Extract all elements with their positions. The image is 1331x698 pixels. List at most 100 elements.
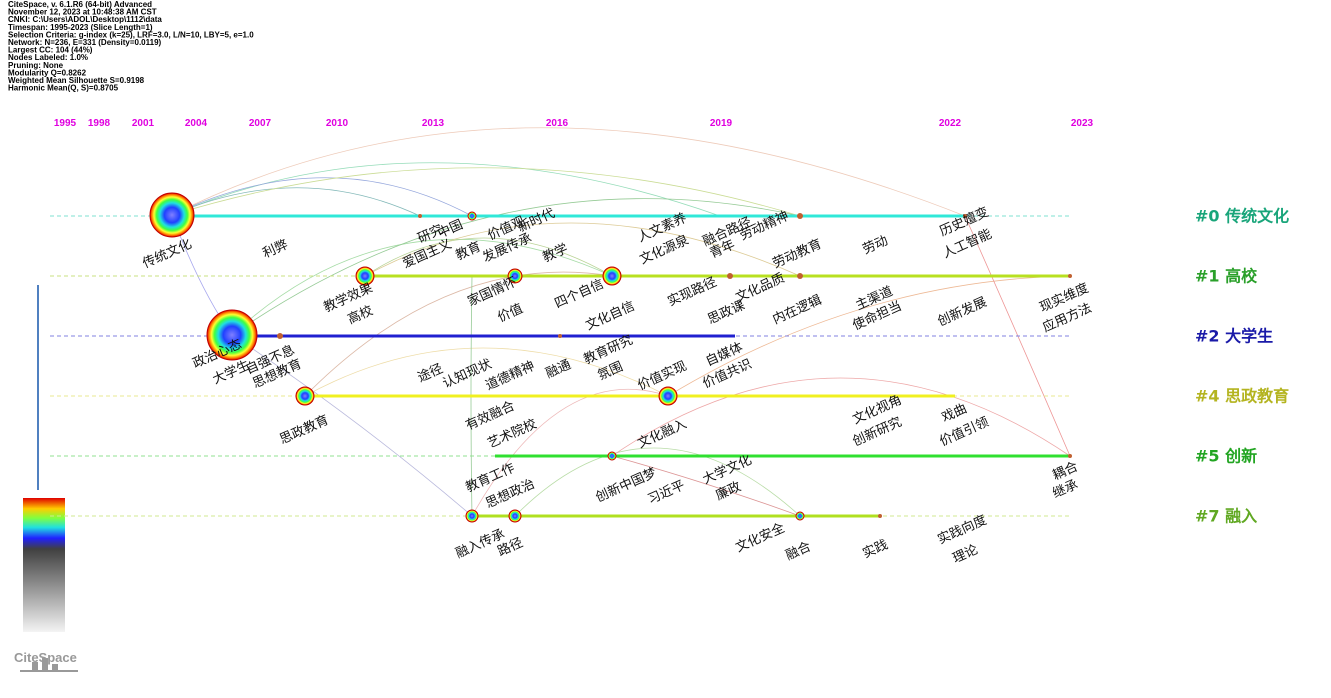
- keyword-label: 教学: [540, 240, 570, 265]
- header-line: Pruning: None: [8, 61, 64, 70]
- keyword-label: 文化自信: [584, 299, 638, 334]
- keyword-label: 耦合: [1051, 459, 1081, 483]
- year-label: 2001: [132, 118, 155, 129]
- keyword-label: 传统文化: [141, 237, 195, 272]
- keyword-label: 实践: [861, 537, 891, 561]
- link: [171, 187, 421, 217]
- keyword-label: 内在逻辑: [770, 292, 824, 328]
- header-line: Nodes Labeled: 1.0%: [8, 53, 88, 62]
- year-label: 2023: [1071, 118, 1094, 129]
- keyword-label: 途径: [415, 360, 445, 385]
- link: [364, 222, 801, 277]
- year-label: 2016: [546, 118, 569, 129]
- keyword-node: [602, 266, 622, 286]
- logo-icon: [20, 658, 78, 672]
- keyword-label: 利弊: [260, 236, 290, 261]
- keyword-label: 思政教育: [277, 412, 331, 448]
- keyword-label: 创新发展: [935, 294, 989, 330]
- year-label: 2019: [710, 118, 733, 129]
- year-label: 2022: [939, 118, 962, 129]
- keyword-label: 文化安全: [733, 520, 787, 556]
- keyword-label: 四个自信: [553, 277, 607, 312]
- keyword-label: 氛围: [596, 359, 626, 383]
- keyword-label: 劳动: [860, 232, 890, 257]
- year-label: 2007: [249, 118, 272, 129]
- keyword-node: [149, 192, 195, 238]
- keyword-node: [797, 273, 803, 279]
- keyword-node: [878, 514, 882, 518]
- link: [304, 347, 669, 397]
- keyword-label: 习近平: [646, 478, 688, 508]
- color-legend: [23, 498, 65, 632]
- header-line: CNKI: C:\Users\ADOL\Desktop\1112\data: [8, 15, 162, 24]
- keyword-label: 劳动教育: [770, 236, 824, 272]
- keyword-label: 实践向度: [935, 512, 989, 548]
- header-line: Harmonic Mean(Q, S)=0.8705: [8, 84, 119, 93]
- link: [171, 167, 801, 217]
- header-line: Network: N=236, E=331 (Density=0.0119): [8, 38, 162, 47]
- cluster-label: #5 创新: [1195, 447, 1257, 466]
- keyword-node: [355, 266, 375, 286]
- year-label: 1998: [88, 118, 111, 129]
- keyword-label: 道德精神: [484, 359, 538, 394]
- keyword-node: [508, 509, 522, 523]
- keyword-node: [658, 386, 678, 406]
- header-line: Largest CC: 104 (44%): [8, 46, 93, 55]
- year-label: 2004: [185, 118, 208, 129]
- header-line: CiteSpace, v. 6.1.R6 (64-bit) Advanced: [8, 0, 152, 9]
- link: [171, 127, 966, 217]
- keyword-label: 融合: [784, 539, 814, 563]
- link: [514, 447, 801, 517]
- keyword-label: 中国: [436, 217, 466, 241]
- year-label: 2013: [422, 118, 445, 129]
- link: [304, 271, 613, 397]
- keyword-node: [507, 268, 523, 284]
- keyword-label: 思政课: [706, 298, 748, 328]
- keyword-node: [1068, 454, 1072, 458]
- keyword-node: [418, 214, 422, 218]
- link: [964, 215, 1071, 457]
- header-line: Weighted Mean Silhouette S=0.9198: [8, 76, 145, 85]
- keyword-node: [467, 211, 477, 221]
- header-line: November 12, 2023 at 10:48:38 AM CST: [8, 8, 157, 17]
- cluster-label: #1 高校: [1195, 267, 1258, 286]
- keyword-node: [607, 451, 617, 461]
- link: [171, 162, 721, 217]
- keyword-node: [277, 333, 283, 339]
- link: [171, 177, 473, 217]
- keyword-label: 融通: [544, 357, 574, 381]
- logo: CiteSpace: [14, 650, 77, 665]
- keyword-node: [795, 511, 805, 521]
- links: [171, 127, 1071, 517]
- keyword-node: [295, 386, 315, 406]
- keyword-node: [963, 214, 967, 218]
- keyword-label: 教育: [453, 238, 483, 263]
- header-line: Selection Criteria: g-index (k=25), LRF=…: [8, 30, 254, 39]
- header-line: Modularity Q=0.8262: [8, 68, 87, 77]
- keyword-label: 戏曲: [940, 401, 970, 425]
- keyword-label: 实现路径: [665, 274, 719, 310]
- keyword-node: [727, 273, 733, 279]
- keyword-node: [1068, 274, 1072, 278]
- link: [364, 237, 613, 277]
- keyword-label: 价值: [495, 300, 525, 325]
- keyword-node: [465, 509, 479, 523]
- keyword-label: 文化融入: [636, 417, 690, 452]
- link: [231, 334, 473, 517]
- link: [611, 377, 1071, 457]
- keyword-label: 高校: [345, 302, 375, 327]
- cluster-label: #2 大学生: [1195, 327, 1273, 346]
- cluster-label: #0 传统文化: [1195, 207, 1289, 226]
- keyword-label: 理论: [951, 542, 981, 566]
- link: [471, 388, 669, 517]
- keyword-node: [797, 213, 803, 219]
- year-label: 1995: [54, 118, 77, 129]
- cluster-label: #4 思政教育: [1195, 387, 1289, 406]
- keyword-node: [558, 334, 562, 338]
- link: [231, 198, 801, 336]
- link: [611, 455, 801, 517]
- year-label: 2010: [326, 118, 349, 129]
- link: [667, 275, 1071, 397]
- cluster-label: #7 融入: [1195, 507, 1257, 526]
